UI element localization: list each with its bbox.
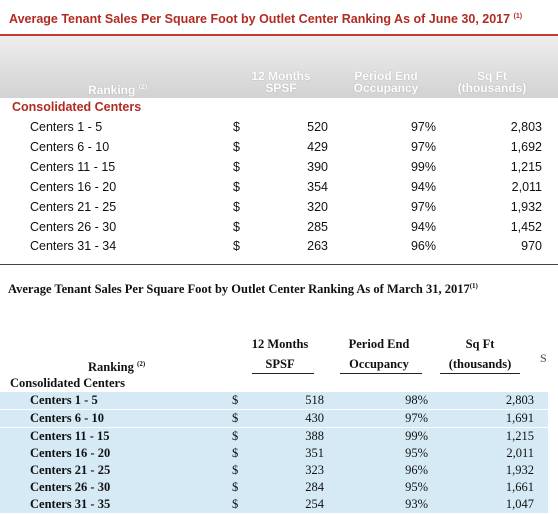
table-june-header (0, 36, 558, 98)
header-ranking: Ranking (2) (88, 83, 148, 97)
table-row: Centers 21 - 25 $323 96% 1,932 (0, 462, 548, 480)
table-row: Centers 16 - 20 $351 95% 2,011 (0, 445, 548, 463)
table-march: Average Tenant Sales Per Square Foot by … (0, 265, 558, 514)
table-march-title: Average Tenant Sales Per Square Foot by … (8, 282, 478, 297)
header-underline (252, 373, 314, 374)
header-occupancy: Period End Occupancy (353, 69, 419, 95)
header-spsf: 12 Months SPSF (251, 337, 309, 371)
table-row: Centers 6 - 10 $429 97% 1,692 (30, 140, 542, 154)
section-consolidated-centers: Consolidated Centers (12, 100, 142, 114)
table-row: Centers 26 - 30 $284 95% 1,661 (0, 479, 548, 497)
header-sqft: Sq Ft (thousands) (448, 337, 512, 371)
table-row: Centers 1 - 5 $520 97% 2,803 (30, 120, 542, 134)
table-row: Centers 1 - 5 $518 98% 2,803 (0, 392, 548, 410)
table-row: Centers 31 - 34 $263 96% 970 (30, 239, 542, 253)
table-row: Centers 16 - 20 $354 94% 2,011 (30, 180, 542, 194)
table-row: Centers 21 - 25 $320 97% 1,932 (30, 200, 542, 214)
header-occupancy: Period End Occupancy (348, 337, 410, 371)
table-row: Centers 11 - 15 $390 99% 1,215 (30, 160, 542, 174)
header-ranking: Ranking (2) (88, 360, 146, 375)
header-underline (340, 373, 422, 374)
clipped-column-glyph: S (540, 351, 547, 365)
header-underline (440, 373, 520, 374)
section-consolidated-centers: Consolidated Centers (10, 376, 125, 390)
table-june: Average Tenant Sales Per Square Foot by … (0, 12, 558, 265)
title-divider (0, 34, 558, 36)
table-row: Centers 31 - 35 $254 93% 1,047 (0, 496, 548, 514)
table-separator-line (0, 264, 558, 265)
header-spsf: 12 Months SPSF (251, 69, 311, 95)
table-row: Centers 6 - 10 $430 97% 1,691 (0, 410, 548, 428)
header-sqft: Sq Ft (thousands) (457, 69, 527, 95)
table-row: Centers 11 - 15 $388 99% 1,215 (0, 428, 548, 446)
table-row: Centers 26 - 30 $285 94% 1,452 (30, 220, 542, 234)
table-june-title: Average Tenant Sales Per Square Foot by … (9, 12, 523, 26)
